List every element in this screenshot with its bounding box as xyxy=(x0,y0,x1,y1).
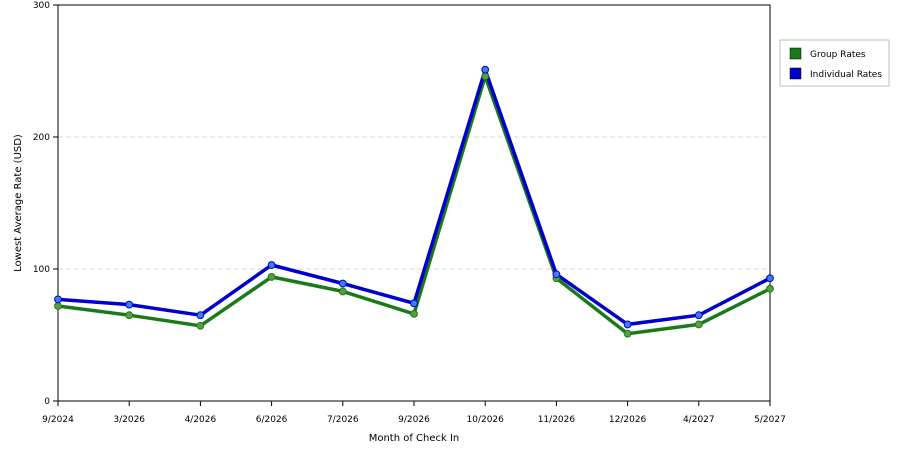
plot-frame xyxy=(57,4,771,402)
y-axis-title: Lowest Average Rate (USD) xyxy=(13,134,24,272)
series-lines xyxy=(57,67,771,336)
data-point-2 xyxy=(267,261,276,269)
legend-swatch xyxy=(789,67,802,80)
y-tick-label: 0 xyxy=(44,397,50,407)
x-tick-label: 10/2026 xyxy=(467,415,505,425)
axes: 0 100 200 300 9/2024 3/2026 4/2026 6/2026 7/2026… xyxy=(33,1,786,425)
data-point-2 xyxy=(338,279,347,288)
data-point-1 xyxy=(267,273,276,281)
data-points xyxy=(54,65,774,338)
data-point-1 xyxy=(766,284,774,293)
data-point-2 xyxy=(694,311,703,320)
legend-label: Group Rates xyxy=(810,50,866,60)
x-tick-label: 4/2026 xyxy=(185,415,217,425)
data-point-2 xyxy=(766,274,774,283)
data-point-1 xyxy=(694,320,703,329)
data-point-2 xyxy=(54,295,62,304)
data-point-2 xyxy=(623,320,632,329)
data-point-1 xyxy=(54,302,62,310)
x-tick-label: 9/2026 xyxy=(398,415,430,425)
x-tick-label: 5/2027 xyxy=(754,415,786,425)
y-tick-label: 200 xyxy=(33,133,50,143)
x-tick-label: 4/2027 xyxy=(683,415,715,425)
x-tick-label: 7/2026 xyxy=(327,415,359,425)
data-point-1 xyxy=(338,287,347,296)
data-point-2 xyxy=(196,311,205,320)
x-tick-label: 9/2024 xyxy=(42,415,74,425)
legend-swatch xyxy=(789,47,802,60)
series-line-1 xyxy=(57,74,771,336)
data-point-1 xyxy=(481,72,490,81)
data-point-2 xyxy=(125,300,134,309)
x-axis-title: Month of Check In xyxy=(369,433,460,444)
data-point-2 xyxy=(552,270,561,279)
data-point-1 xyxy=(196,321,205,330)
data-point-1 xyxy=(410,309,418,318)
legend: Group Rates Individual Rates xyxy=(779,39,890,87)
data-point-2 xyxy=(410,299,418,308)
gridlines xyxy=(58,136,770,270)
data-point-2 xyxy=(481,65,490,74)
x-tick-label: 12/2026 xyxy=(609,415,647,425)
x-tick-label: 3/2026 xyxy=(113,415,145,425)
x-tick-label: 6/2026 xyxy=(256,415,288,425)
x-tick-label: 11/2026 xyxy=(538,415,576,425)
series-line-2 xyxy=(57,67,771,327)
y-tick-label: 100 xyxy=(33,265,50,275)
y-tick-label: 300 xyxy=(33,1,50,11)
data-point-1 xyxy=(623,329,632,338)
data-point-1 xyxy=(125,311,134,320)
legend-label: Individual Rates xyxy=(810,70,882,80)
